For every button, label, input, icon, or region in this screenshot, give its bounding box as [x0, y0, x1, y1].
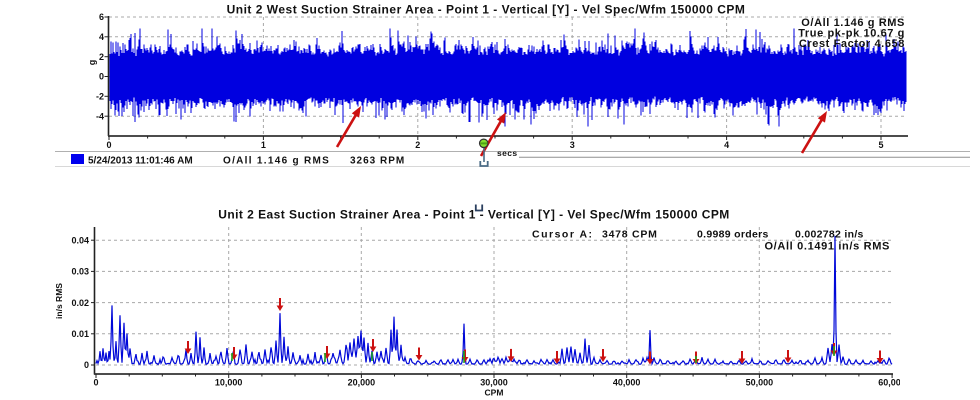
svg-text:60,000: 60,000 [878, 378, 906, 388]
svg-text:3478 CPM: 3478 CPM [602, 229, 658, 241]
svg-text:CPM: CPM [485, 388, 504, 398]
svg-text:3: 3 [570, 140, 575, 150]
svg-text:20,000: 20,000 [348, 378, 376, 388]
svg-text:6: 6 [99, 12, 104, 22]
svg-text:0: 0 [93, 378, 98, 388]
svg-text:50,000: 50,000 [746, 378, 774, 388]
svg-text:40,000: 40,000 [613, 378, 641, 388]
svg-text:2: 2 [415, 140, 420, 150]
svg-text:30,000: 30,000 [480, 378, 508, 388]
svg-text:4: 4 [99, 32, 104, 42]
svg-text:0.01: 0.01 [71, 329, 89, 339]
svg-text:0.02: 0.02 [71, 298, 89, 308]
svg-text:O/All 0.1491 in/s RMS: O/All 0.1491 in/s RMS [764, 241, 890, 253]
svg-text:2: 2 [99, 52, 104, 62]
svg-text:1: 1 [261, 140, 266, 150]
svg-text:-2: -2 [96, 92, 104, 102]
svg-text:0.9989 orders: 0.9989 orders [697, 229, 769, 241]
svg-text:4: 4 [724, 140, 729, 150]
svg-text:0: 0 [99, 72, 104, 82]
svg-text:0: 0 [106, 140, 111, 150]
svg-text:0: 0 [84, 360, 89, 370]
svg-text:O/All 1.146 g RMS: O/All 1.146 g RMS [223, 156, 330, 167]
svg-text:in/s RMS: in/s RMS [54, 283, 64, 319]
svg-text:Unit 2 East Suction Strainer A: Unit 2 East Suction Strainer Area - Poin… [218, 208, 730, 222]
svg-text:Cursor A:: Cursor A: [532, 229, 594, 241]
svg-text:0.04: 0.04 [71, 235, 89, 245]
svg-text:5: 5 [878, 140, 883, 150]
svg-text:0.002782 in/s: 0.002782 in/s [795, 229, 864, 241]
svg-text:g: g [87, 60, 97, 66]
svg-text:0.03: 0.03 [71, 267, 89, 277]
svg-text:Crest Factor 4.658: Crest Factor 4.658 [799, 38, 905, 50]
svg-text:O/All 1.146 g RMS: O/All 1.146 g RMS [801, 17, 905, 29]
svg-text:True pk-pk 10.67 g: True pk-pk 10.67 g [798, 28, 905, 40]
svg-text:-4: -4 [96, 111, 104, 121]
svg-text:secs: secs [497, 148, 518, 158]
svg-text:Unit 2 West Suction Strainer A: Unit 2 West Suction Strainer Area - Poin… [227, 3, 746, 17]
svg-text:3263 RPM: 3263 RPM [350, 156, 405, 167]
svg-text:5/24/2013 11:01:46 AM: 5/24/2013 11:01:46 AM [88, 156, 193, 167]
svg-text:10,000: 10,000 [215, 378, 243, 388]
